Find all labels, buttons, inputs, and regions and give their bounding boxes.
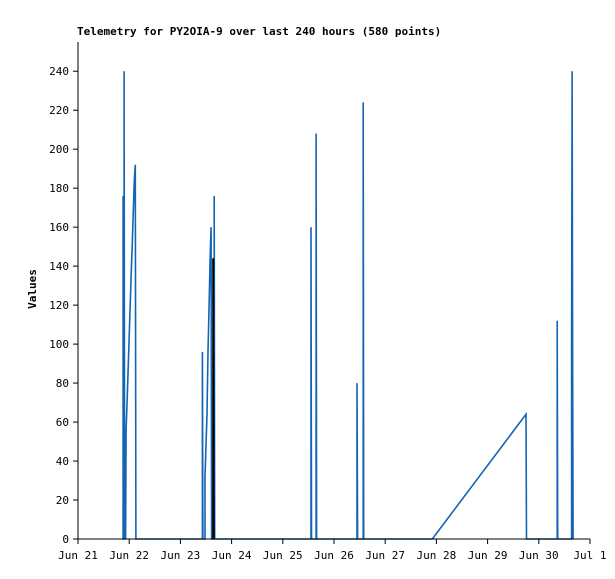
- y-tick-label: 60: [56, 416, 69, 429]
- x-tick-label: Jun 27: [365, 549, 405, 562]
- x-tick-label: Jun 25: [263, 549, 303, 562]
- y-tick-label: 120: [49, 299, 69, 312]
- y-tick-label: 200: [49, 143, 69, 156]
- y-tick-label: 40: [56, 455, 69, 468]
- y-tick-label: 80: [56, 377, 69, 390]
- series-layer: [122, 71, 574, 540]
- x-tick-label: Jun 26: [314, 549, 354, 562]
- series-line-1: [122, 71, 574, 540]
- x-tick-label: Jun 23: [161, 549, 201, 562]
- axis-layer: 0 20 40 60 80 100 120 140 160 180 200 220 240 Jun 21 J…: [49, 42, 607, 562]
- y-tick-label: 240: [49, 65, 69, 78]
- x-tick-label: Jun 24: [212, 549, 252, 562]
- y-tick-label: 20: [56, 494, 69, 507]
- y-tick-label: 160: [49, 221, 69, 234]
- x-tick-label: Jun 28: [417, 549, 457, 562]
- x-tick-label: Jun 29: [468, 549, 508, 562]
- y-axis-label: Values: [26, 269, 39, 309]
- x-tick-label: Jun 30: [519, 549, 559, 562]
- y-tick-label: 0: [62, 533, 69, 546]
- y-tick-label: 140: [49, 260, 69, 273]
- series-line-2: [212, 258, 215, 540]
- y-tick-label: 220: [49, 104, 69, 117]
- x-tick-label: Jun 21: [58, 549, 98, 562]
- x-tick-label: Jul 1: [573, 549, 606, 562]
- chart-title: Telemetry for PY2OIA-9 over last 240 hou…: [77, 25, 441, 38]
- x-tick-label: Jun 22: [109, 549, 149, 562]
- y-tick-label: 100: [49, 338, 69, 351]
- y-tick-label: 180: [49, 182, 69, 195]
